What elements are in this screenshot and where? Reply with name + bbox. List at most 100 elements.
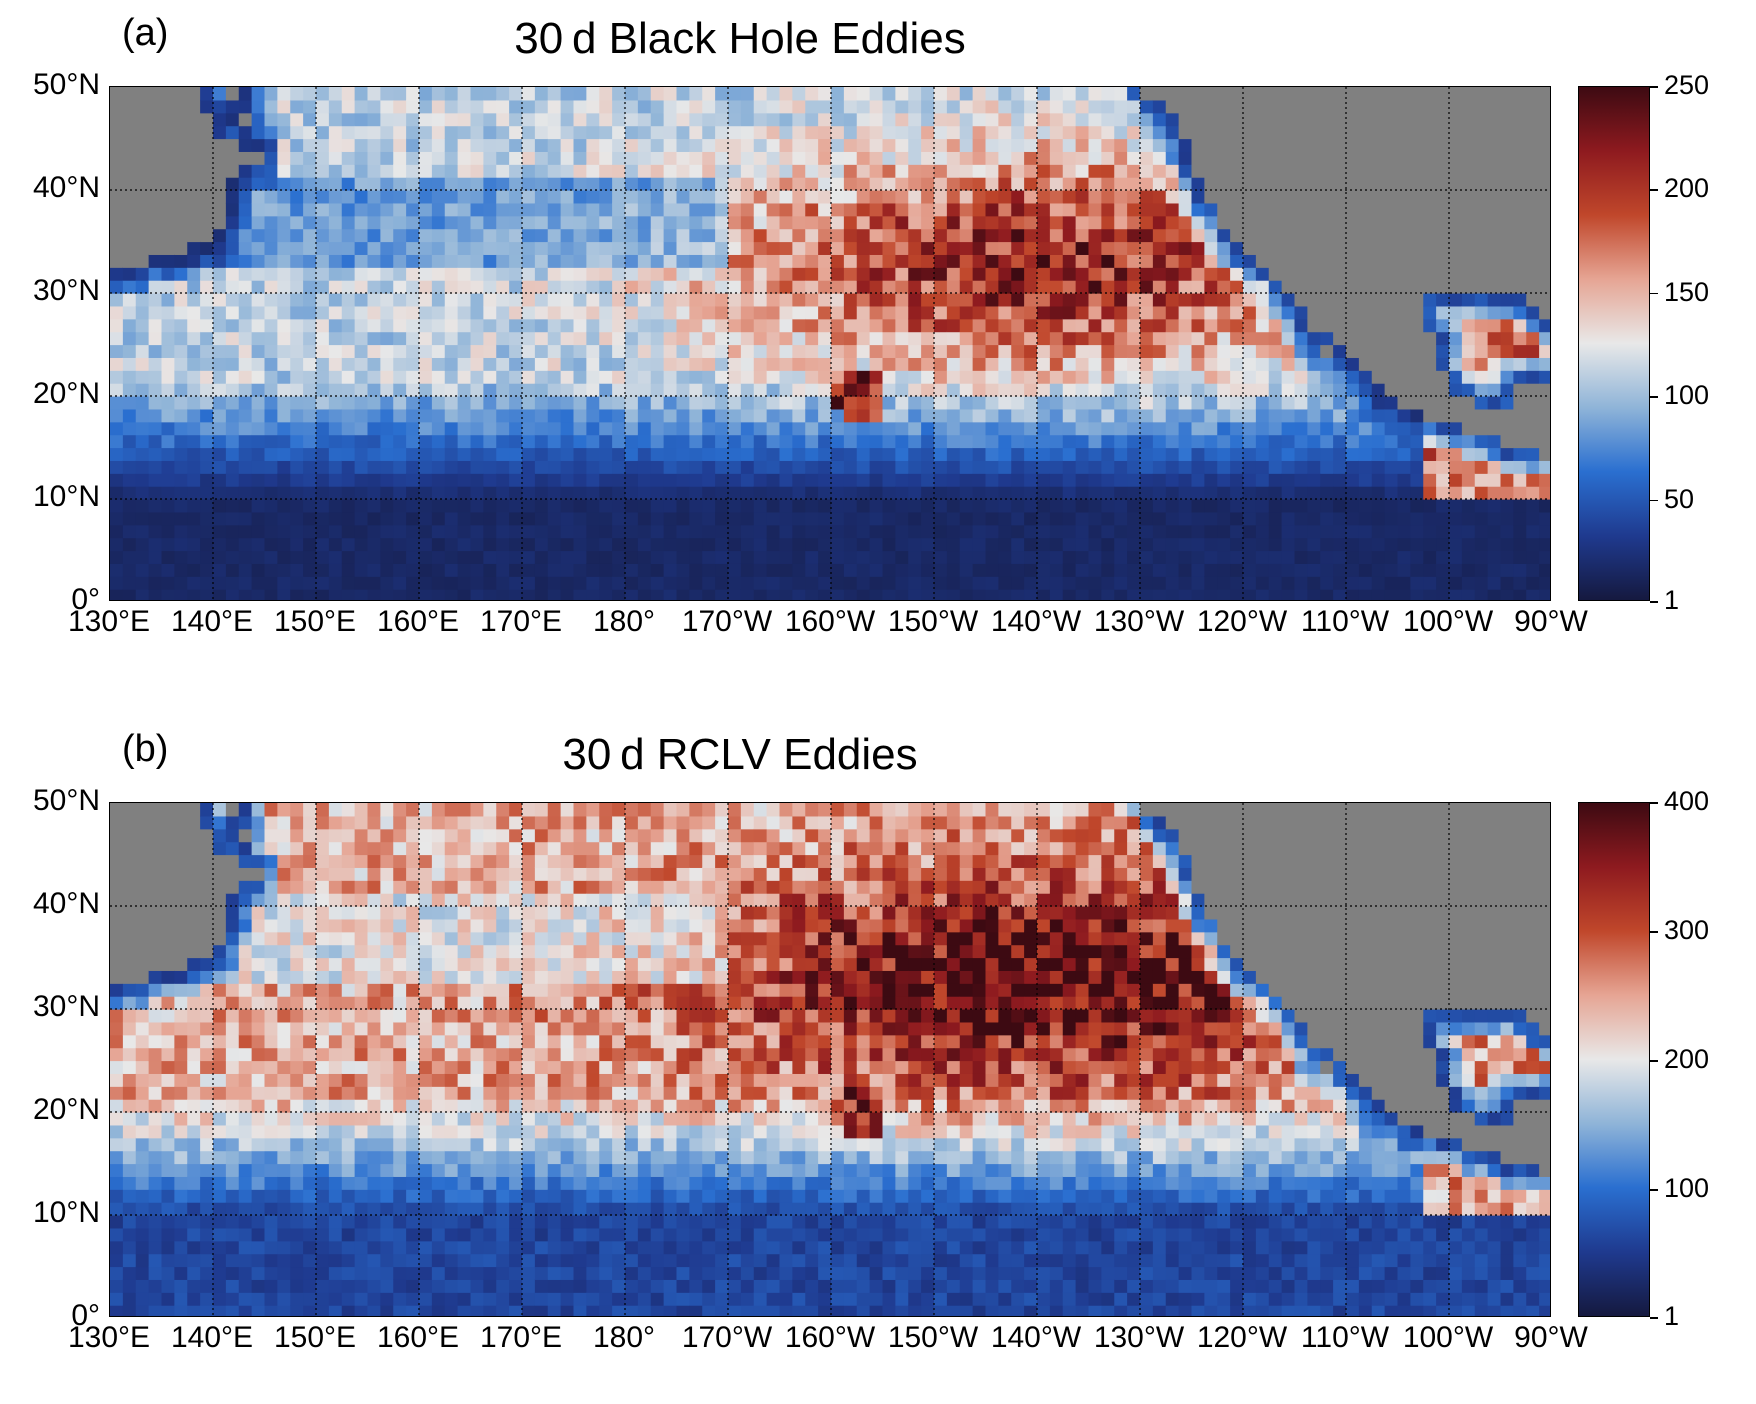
land-cell bbox=[1526, 139, 1539, 152]
grid-cell bbox=[689, 332, 702, 345]
grid-cell bbox=[664, 589, 677, 601]
land-cell bbox=[1398, 190, 1411, 203]
grid-cell bbox=[342, 139, 355, 152]
grid-cell bbox=[123, 396, 136, 409]
grid-cell bbox=[960, 293, 973, 306]
grid-cell bbox=[1050, 332, 1063, 345]
grid-cell bbox=[638, 293, 651, 306]
grid-cell bbox=[741, 538, 754, 551]
grid-cell bbox=[290, 319, 303, 332]
grid-cell bbox=[419, 280, 432, 293]
land-cell bbox=[1410, 242, 1423, 255]
grid-cell bbox=[174, 1228, 187, 1241]
land-cell bbox=[1269, 100, 1282, 113]
grid-cell bbox=[149, 1189, 162, 1202]
grid-cell bbox=[213, 1086, 226, 1099]
grid-cell bbox=[715, 576, 728, 589]
grid-cell bbox=[1024, 435, 1037, 448]
grid-cell bbox=[1114, 151, 1127, 164]
grid-cell bbox=[162, 525, 175, 538]
grid-cell bbox=[1372, 563, 1385, 576]
grid-cell bbox=[226, 280, 239, 293]
grid-cell bbox=[200, 409, 213, 422]
grid-cell bbox=[895, 383, 908, 396]
grid-cell bbox=[496, 499, 509, 512]
grid-cell bbox=[1192, 525, 1205, 538]
grid-cell bbox=[1011, 576, 1024, 589]
grid-cell bbox=[174, 589, 187, 601]
grid-cell bbox=[213, 460, 226, 473]
grid-cell bbox=[162, 332, 175, 345]
grid-cell bbox=[1114, 473, 1127, 486]
grid-cell bbox=[252, 1202, 265, 1215]
grid-cell bbox=[586, 589, 599, 601]
grid-cell bbox=[986, 409, 999, 422]
grid-cell bbox=[239, 383, 252, 396]
grid-cell bbox=[574, 499, 587, 512]
grid-cell bbox=[754, 383, 767, 396]
land-cell bbox=[110, 177, 123, 190]
grid-cell bbox=[612, 139, 625, 152]
grid-cell bbox=[805, 190, 818, 203]
land-cell bbox=[1217, 113, 1230, 126]
grid-cell bbox=[1217, 473, 1230, 486]
grid-cell bbox=[1037, 151, 1050, 164]
grid-cell bbox=[290, 422, 303, 435]
grid-cell bbox=[149, 1035, 162, 1048]
grid-cell bbox=[960, 306, 973, 319]
land-cell bbox=[1410, 357, 1423, 370]
grid-cell bbox=[805, 460, 818, 473]
grid-cell bbox=[471, 242, 484, 255]
grid-cell bbox=[1501, 538, 1514, 551]
grid-cell bbox=[509, 267, 522, 280]
grid-cell bbox=[226, 332, 239, 345]
grid-cell bbox=[677, 126, 690, 139]
land-cell bbox=[1526, 177, 1539, 190]
land-cell bbox=[1372, 370, 1385, 383]
grid-cell bbox=[316, 473, 329, 486]
land-cell bbox=[1488, 254, 1501, 267]
land-cell bbox=[1410, 190, 1423, 203]
grid-cell bbox=[947, 486, 960, 499]
grid-cell bbox=[651, 242, 664, 255]
grid-cell bbox=[432, 499, 445, 512]
grid-cell bbox=[380, 100, 393, 113]
grid-cell bbox=[715, 293, 728, 306]
grid-cell bbox=[277, 216, 290, 229]
grid-cell bbox=[998, 460, 1011, 473]
grid-cell bbox=[664, 422, 677, 435]
grid-cell bbox=[1243, 589, 1256, 601]
grid-cell bbox=[638, 139, 651, 152]
land-cell bbox=[187, 829, 200, 842]
land-cell bbox=[162, 880, 175, 893]
grid-cell bbox=[200, 267, 213, 280]
grid-cell bbox=[1153, 563, 1166, 576]
grid-cell bbox=[870, 113, 883, 126]
grid-cell bbox=[110, 1099, 123, 1112]
land-cell bbox=[1372, 332, 1385, 345]
land-cell bbox=[1346, 87, 1359, 100]
grid-cell bbox=[149, 1086, 162, 1099]
grid-cell bbox=[1333, 345, 1346, 358]
grid-cell bbox=[1076, 551, 1089, 564]
grid-cell bbox=[715, 383, 728, 396]
grid-cell bbox=[1333, 460, 1346, 473]
grid-cell bbox=[483, 448, 496, 461]
grid-cell bbox=[921, 589, 934, 601]
grid-cell bbox=[162, 1061, 175, 1074]
land-cell bbox=[1307, 293, 1320, 306]
grid-cell bbox=[818, 345, 831, 358]
grid-cell bbox=[792, 293, 805, 306]
grid-cell bbox=[162, 1305, 175, 1317]
land-cell bbox=[1282, 229, 1295, 242]
grid-cell bbox=[265, 190, 278, 203]
grid-cell bbox=[123, 1254, 136, 1267]
grid-cell bbox=[368, 589, 381, 601]
grid-cell bbox=[1307, 460, 1320, 473]
grid-cell bbox=[1488, 319, 1501, 332]
grid-cell bbox=[651, 113, 664, 126]
grid-cell bbox=[496, 190, 509, 203]
grid-cell bbox=[187, 1176, 200, 1189]
grid-cell bbox=[1011, 448, 1024, 461]
grid-cell bbox=[973, 589, 986, 601]
